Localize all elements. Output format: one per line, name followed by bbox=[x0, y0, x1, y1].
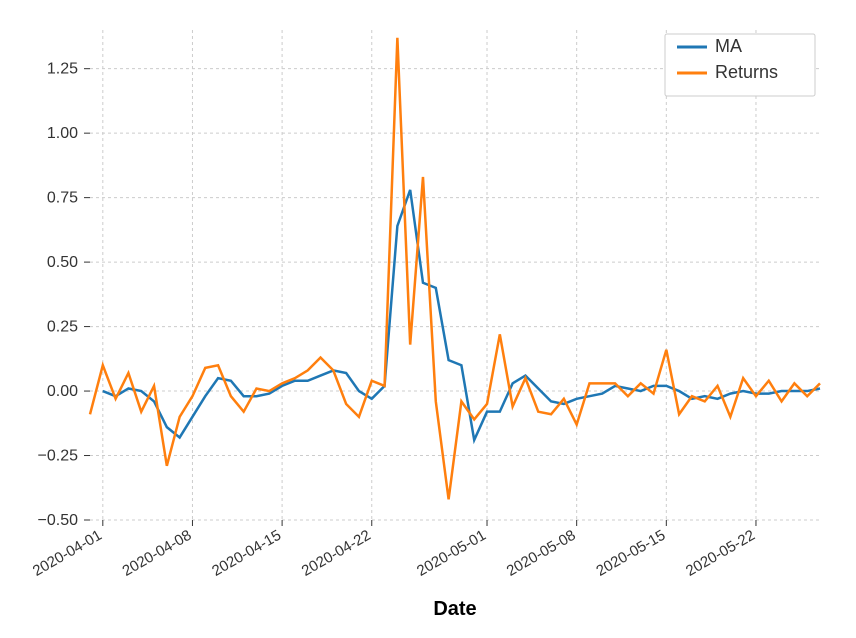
xtick-label: 2020-05-01 bbox=[414, 527, 489, 580]
xtick-label: 2020-05-15 bbox=[593, 527, 668, 580]
ytick-label: 0.50 bbox=[47, 254, 78, 271]
ytick-label: 0.00 bbox=[47, 383, 78, 400]
ytick-label: 1.25 bbox=[47, 61, 78, 78]
line-chart: −0.50 −0.25 0.00 0.25 0.50 0.75 1.00 1.25 2020-0… bbox=[0, 0, 856, 638]
ytick-label: 0.75 bbox=[47, 190, 78, 207]
ytick-label: 1.00 bbox=[47, 125, 78, 142]
xtick-label: 2020-04-01 bbox=[30, 527, 105, 580]
ytick-label: −0.25 bbox=[38, 448, 79, 465]
series-returns bbox=[90, 38, 820, 500]
legend-label: Returns bbox=[715, 62, 778, 82]
x-axis-label: Date bbox=[433, 598, 476, 620]
xtick-label: 2020-05-08 bbox=[504, 527, 579, 580]
xtick-label: 2020-04-08 bbox=[120, 527, 195, 580]
ytick-label: 0.25 bbox=[47, 319, 78, 336]
ytick-label: −0.50 bbox=[38, 512, 79, 529]
chart-svg: −0.50 −0.25 0.00 0.25 0.50 0.75 1.00 1.25 2020-0… bbox=[0, 0, 856, 638]
legend-label: MA bbox=[715, 36, 742, 56]
xtick-label: 2020-05-22 bbox=[683, 527, 758, 580]
xtick-label: 2020-04-22 bbox=[299, 527, 374, 580]
xtick-label: 2020-04-15 bbox=[209, 527, 284, 580]
